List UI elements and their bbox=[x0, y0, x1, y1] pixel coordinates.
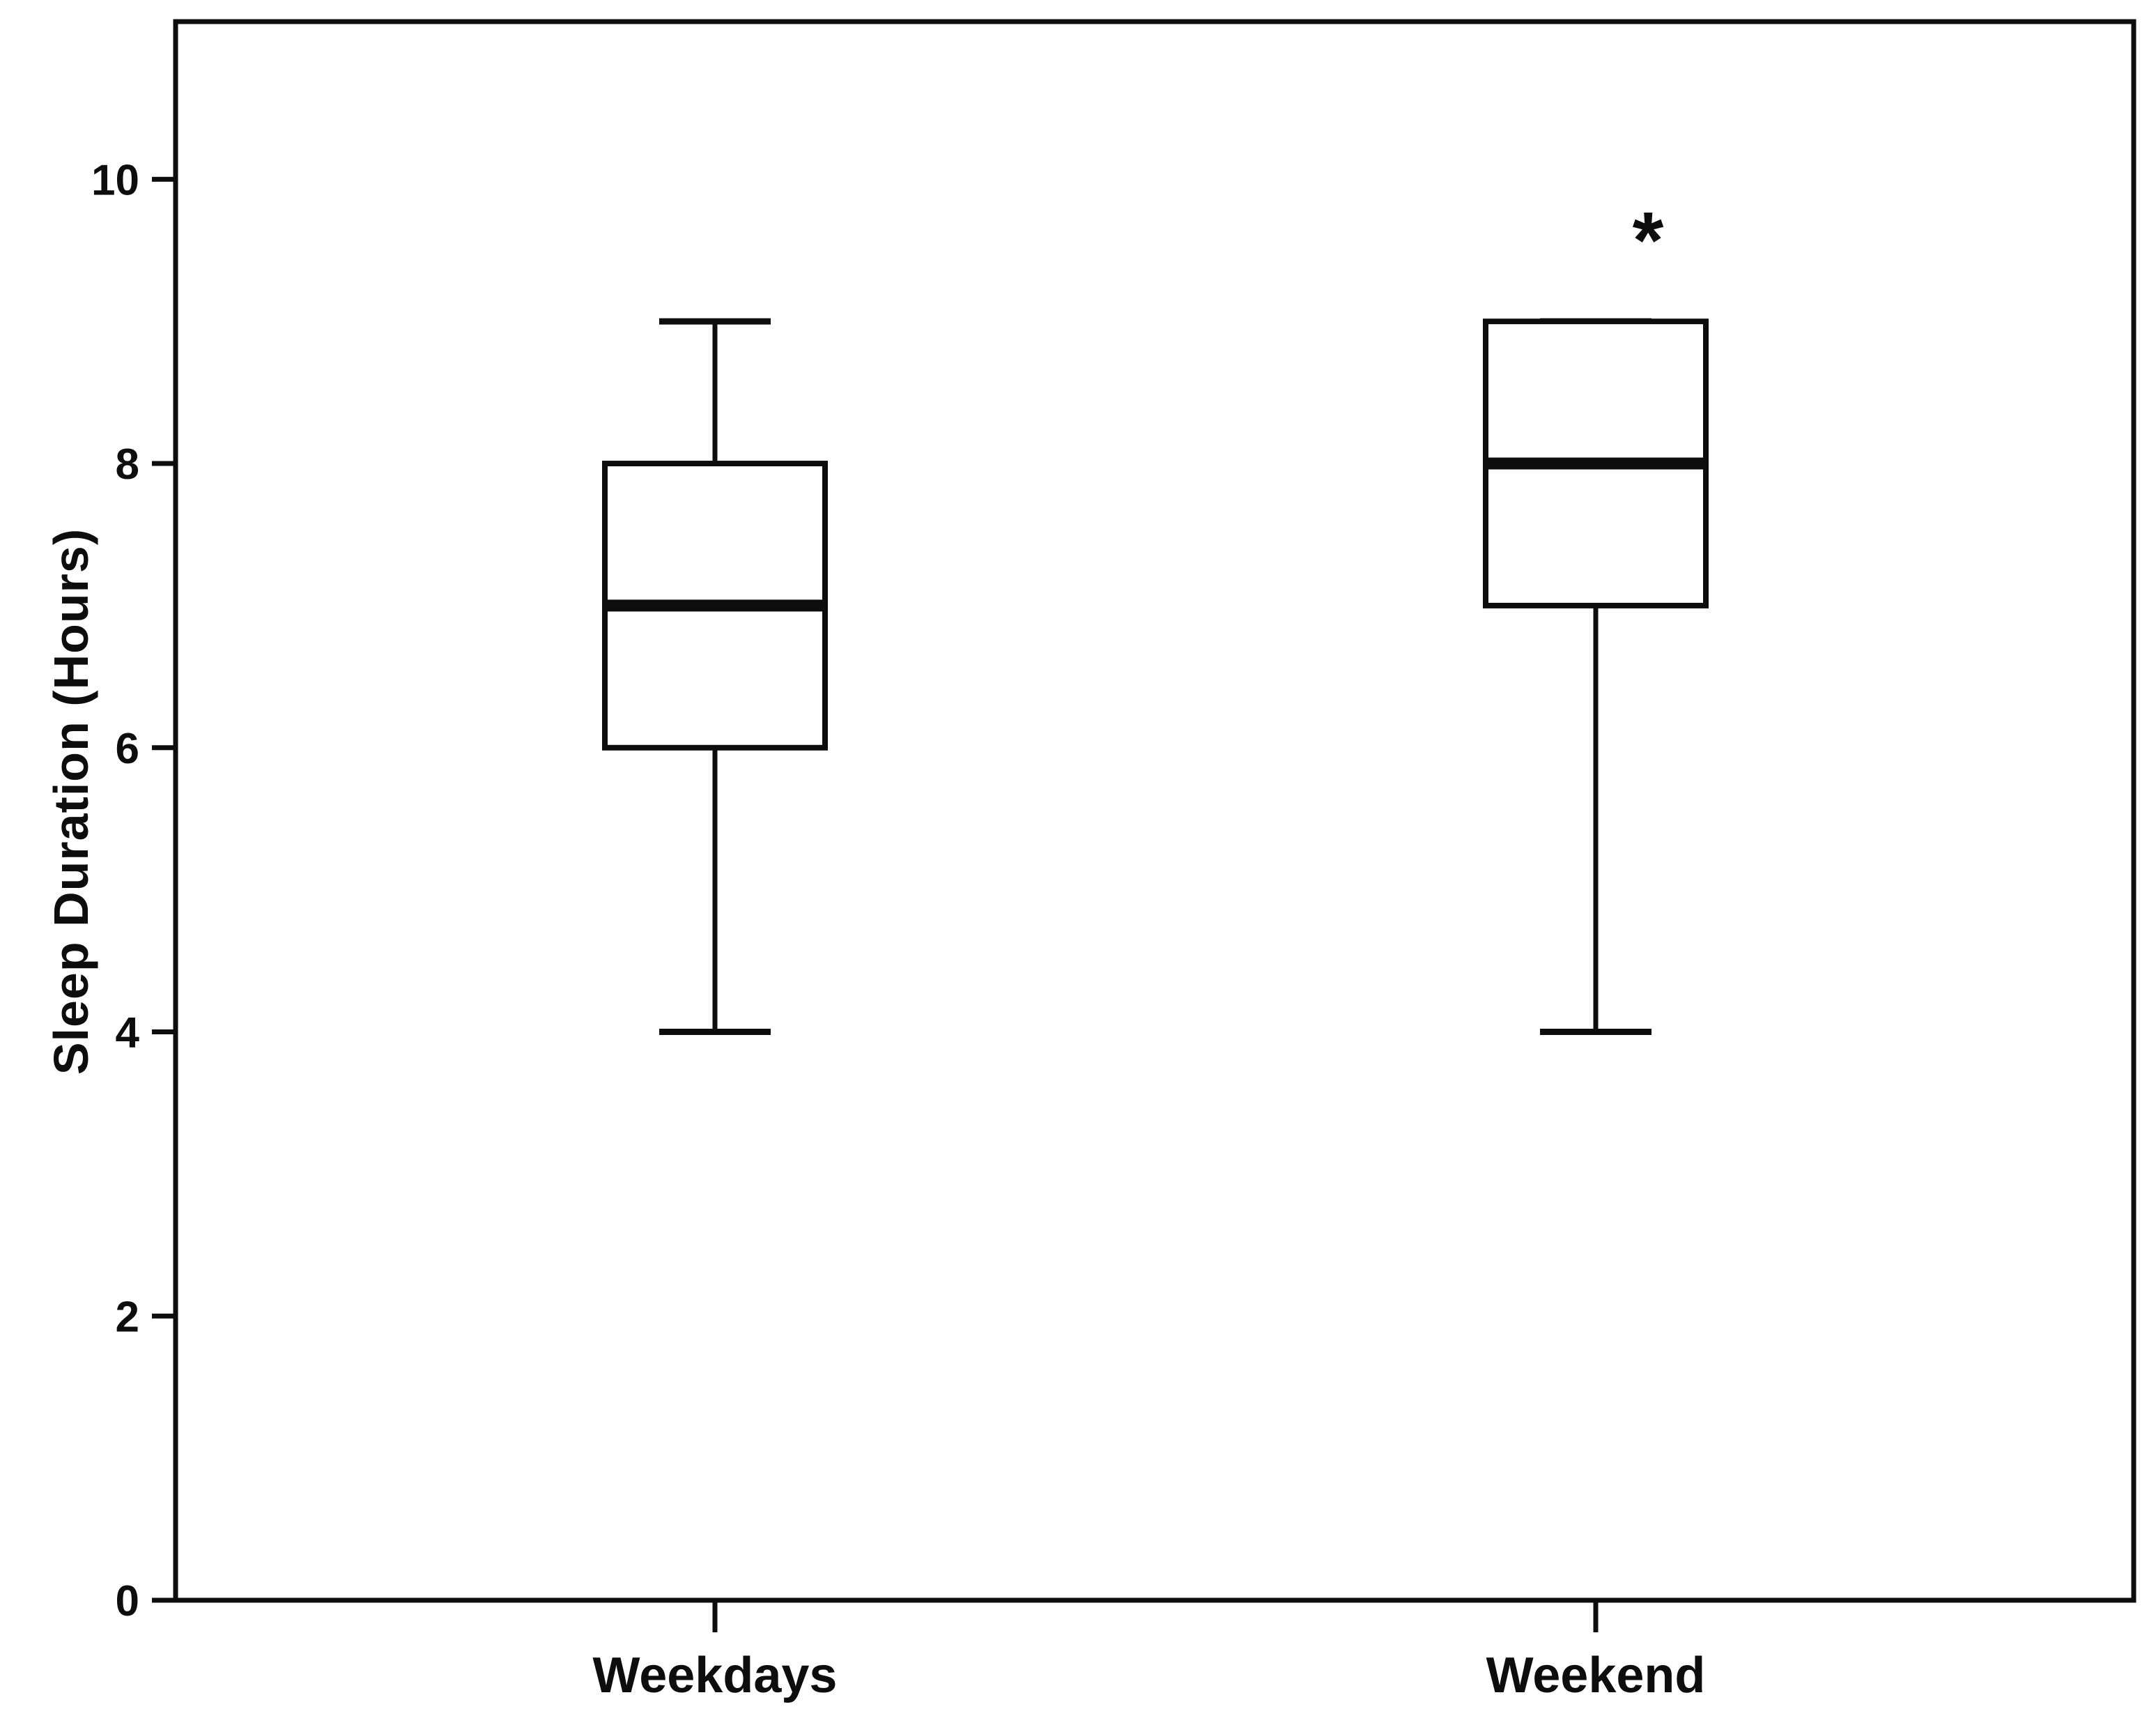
boxplot-weekend bbox=[1483, 318, 1709, 1036]
plot-frame bbox=[173, 19, 2136, 1603]
boxplot-weekdays bbox=[602, 318, 828, 1036]
y-axis-tick-label: 6 bbox=[116, 725, 139, 773]
x-axis-category-label: Weekend bbox=[1486, 1648, 1706, 1703]
plot-area: 0 2 4 6 8 10 Weekdays Weekend * bbox=[91, 19, 2136, 1703]
y-axis-tick-label: 0 bbox=[116, 1577, 139, 1625]
y-axis-tick-label: 4 bbox=[116, 1009, 140, 1057]
x-axis-category-label: Weekdays bbox=[593, 1648, 838, 1703]
y-axis-tick-label: 10 bbox=[91, 156, 139, 204]
y-axis-tick-label: 2 bbox=[116, 1293, 139, 1341]
y-axis-tick-label: 8 bbox=[116, 440, 139, 489]
y-axis-title: Sleep Duration (Hours) bbox=[44, 528, 98, 1075]
significance-asterisk: * bbox=[1633, 197, 1664, 286]
